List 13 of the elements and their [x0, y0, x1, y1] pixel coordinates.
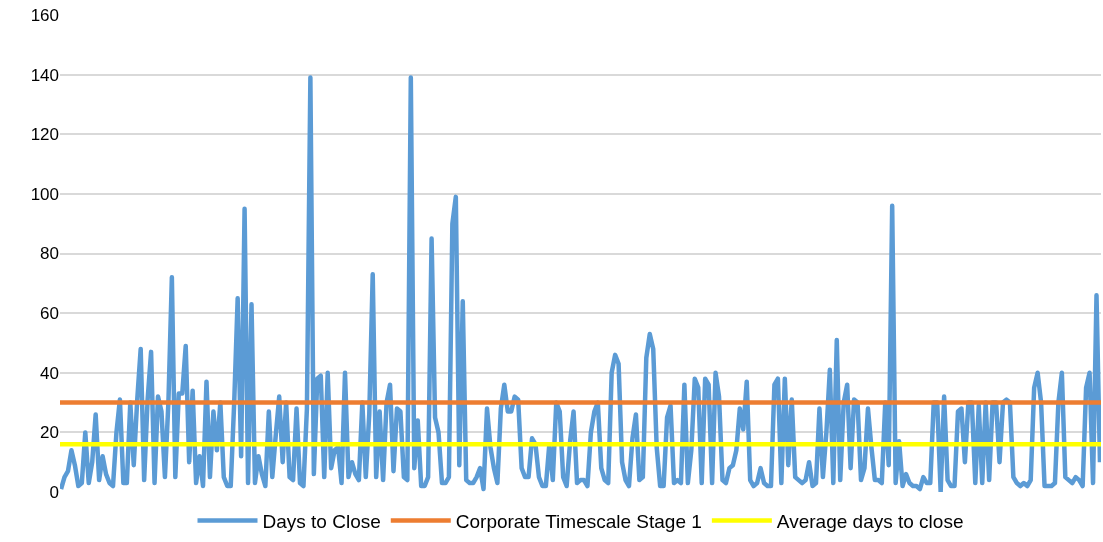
y-tick-label: 100 — [30, 184, 59, 204]
y-tick-label: 160 — [30, 5, 59, 25]
legend-label: Days to Close — [262, 510, 381, 532]
y-tick-label: 20 — [40, 423, 59, 443]
y-tick-label: 120 — [30, 125, 59, 145]
y-tick-label: 80 — [40, 244, 59, 264]
legend-label: Corporate Timescale Stage 1 — [455, 510, 702, 532]
y-tick-label: 40 — [40, 363, 59, 383]
y-tick-label: 0 — [49, 482, 59, 502]
line-series — [60, 75, 1101, 492]
y-tick-label: 60 — [40, 304, 59, 324]
legend-label: Average days to close — [776, 510, 964, 532]
y-tick-label: 140 — [30, 65, 59, 85]
